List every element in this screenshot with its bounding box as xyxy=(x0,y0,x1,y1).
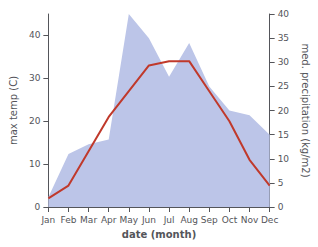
svg-text:35: 35 xyxy=(278,33,289,43)
svg-text:med. precipitation (kg/m2): med. precipitation (kg/m2) xyxy=(300,43,311,177)
svg-text:Dec: Dec xyxy=(261,215,278,225)
svg-text:Apr: Apr xyxy=(101,215,117,225)
svg-text:40: 40 xyxy=(278,9,290,19)
svg-text:5: 5 xyxy=(278,178,284,188)
svg-text:Jul: Jul xyxy=(163,215,175,225)
svg-text:Jan: Jan xyxy=(40,215,55,225)
svg-text:Mar: Mar xyxy=(80,215,97,225)
svg-text:Nov: Nov xyxy=(241,215,259,225)
svg-text:Sep: Sep xyxy=(201,215,218,225)
svg-text:Oct: Oct xyxy=(222,215,238,225)
svg-text:20: 20 xyxy=(29,116,41,126)
svg-text:max temp (C): max temp (C) xyxy=(8,76,19,145)
svg-text:Jun: Jun xyxy=(141,215,156,225)
svg-text:40: 40 xyxy=(29,30,41,40)
svg-text:20: 20 xyxy=(278,106,290,116)
svg-text:10: 10 xyxy=(278,154,290,164)
svg-text:0: 0 xyxy=(278,202,284,212)
svg-text:30: 30 xyxy=(29,73,41,83)
svg-text:Feb: Feb xyxy=(61,215,77,225)
svg-text:May: May xyxy=(120,215,139,225)
svg-text:30: 30 xyxy=(278,57,290,67)
svg-text:15: 15 xyxy=(278,130,289,140)
svg-text:date (month): date (month) xyxy=(122,229,196,240)
svg-text:10: 10 xyxy=(29,159,41,169)
svg-text:Aug: Aug xyxy=(180,215,198,225)
svg-text:0: 0 xyxy=(35,202,41,212)
svg-text:25: 25 xyxy=(278,81,289,91)
